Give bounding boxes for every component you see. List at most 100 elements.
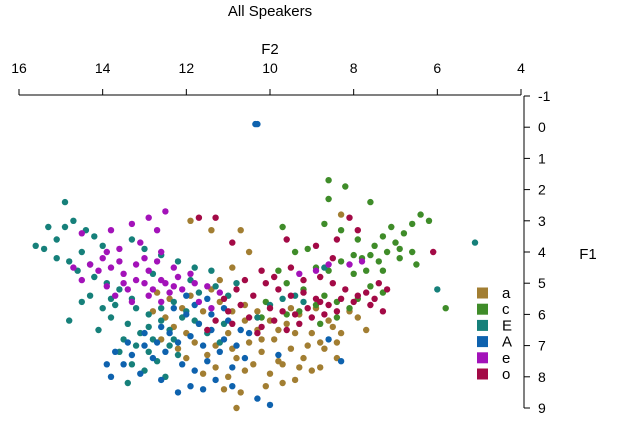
data-point <box>40 245 48 253</box>
data-point <box>245 329 253 337</box>
data-point <box>208 311 215 318</box>
data-points <box>32 120 479 412</box>
data-point <box>107 314 115 321</box>
data-point <box>199 386 207 393</box>
data-point <box>170 305 177 312</box>
data-point <box>162 280 169 287</box>
data-point <box>325 301 332 309</box>
data-point <box>337 211 345 218</box>
y-tick-label: 9 <box>538 400 546 416</box>
data-point <box>371 242 378 249</box>
data-point <box>271 336 278 343</box>
data-point <box>208 305 215 312</box>
data-point <box>325 317 332 324</box>
x-tick-label: 6 <box>433 60 441 76</box>
data-point <box>233 286 240 293</box>
data-point <box>346 305 353 312</box>
data-point <box>95 267 102 274</box>
data-point <box>191 367 198 374</box>
series-E <box>32 198 479 387</box>
data-point <box>304 245 311 253</box>
data-point <box>317 339 324 346</box>
data-point <box>283 320 290 327</box>
legend-label: E <box>502 317 512 334</box>
data-point <box>78 298 86 306</box>
data-point <box>153 339 161 346</box>
data-point <box>304 305 311 312</box>
data-point <box>291 329 299 337</box>
data-point <box>204 295 211 302</box>
data-point <box>103 361 111 368</box>
data-point <box>66 258 73 265</box>
data-point <box>237 389 244 396</box>
data-point <box>333 236 341 243</box>
data-point <box>103 248 111 256</box>
data-point <box>258 348 265 355</box>
data-point <box>212 364 219 371</box>
data-point <box>252 120 259 128</box>
data-point <box>149 354 157 362</box>
data-point <box>266 370 274 377</box>
data-point <box>99 242 106 249</box>
data-point <box>32 242 39 249</box>
data-point <box>204 358 211 365</box>
data-point <box>317 364 324 371</box>
data-point <box>128 298 136 306</box>
legend-label: e <box>502 350 510 367</box>
data-point <box>103 283 111 290</box>
data-point <box>220 386 228 393</box>
data-point <box>149 286 157 293</box>
data-point <box>425 217 433 224</box>
data-point <box>317 320 324 327</box>
data-point <box>337 227 345 234</box>
y-axis-label: F1 <box>579 246 597 263</box>
data-point <box>250 361 257 368</box>
data-point <box>279 308 286 315</box>
data-point <box>229 320 236 327</box>
data-point <box>245 339 253 346</box>
data-point <box>304 342 311 349</box>
data-point <box>363 267 370 274</box>
data-point <box>158 305 165 312</box>
data-point <box>107 373 115 380</box>
y-axis: -1 0 1 2 3 4 5 6 7 8 9 <box>523 88 551 416</box>
data-point <box>128 361 136 368</box>
data-point <box>375 258 382 265</box>
data-point <box>174 258 182 265</box>
data-point <box>396 255 403 262</box>
data-point <box>258 336 265 343</box>
data-point <box>91 233 98 240</box>
series-e <box>70 208 366 312</box>
data-point <box>296 320 303 327</box>
data-point <box>112 292 119 299</box>
data-point <box>308 329 315 337</box>
data-point <box>350 270 357 277</box>
data-point <box>204 351 211 359</box>
data-point <box>279 223 286 231</box>
data-point <box>379 267 387 274</box>
data-point <box>128 351 136 359</box>
data-point <box>279 295 286 302</box>
data-point <box>158 298 165 306</box>
data-point <box>212 283 219 290</box>
data-point <box>291 311 299 318</box>
data-point <box>195 214 203 221</box>
data-point <box>400 230 408 237</box>
legend-swatch <box>477 287 488 299</box>
data-point <box>145 292 152 299</box>
data-point <box>191 280 198 287</box>
data-point <box>225 373 232 380</box>
data-point <box>396 245 403 253</box>
data-point <box>308 314 315 321</box>
data-point <box>237 326 244 334</box>
data-point <box>262 280 269 287</box>
data-point <box>166 329 173 337</box>
data-point <box>329 280 336 287</box>
data-point <box>91 273 98 281</box>
data-point <box>145 311 152 318</box>
data-point <box>254 308 261 315</box>
data-point <box>187 333 194 340</box>
data-point <box>241 276 249 284</box>
data-point <box>379 308 387 315</box>
data-point <box>312 267 320 274</box>
